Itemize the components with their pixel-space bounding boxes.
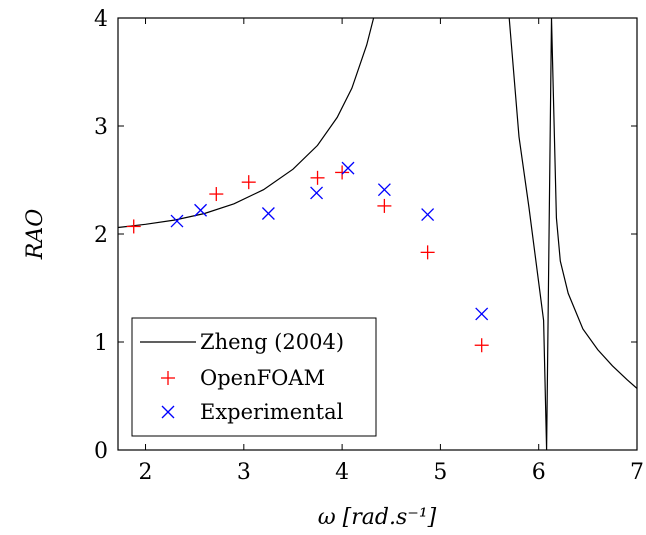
openfoam-point <box>241 175 256 190</box>
y-tick-label: 2 <box>94 223 108 248</box>
y-tick-label: 1 <box>94 331 108 356</box>
experimental-point <box>377 183 391 197</box>
experimental-point <box>261 207 275 220</box>
experimental-point <box>170 214 184 228</box>
legend-plus-marker <box>161 371 175 385</box>
series-layer <box>118 18 637 450</box>
x-axis-label: ω [rad.s⁻¹] <box>318 505 437 530</box>
openfoam-point <box>310 170 325 185</box>
x-tick-label: 5 <box>433 460 447 485</box>
axis-ticks: 2 3 4 5 6 7 0 1 2 3 4 <box>94 7 644 485</box>
x-tick-label: 3 <box>237 460 251 485</box>
legend-entry-label: Experimental <box>200 400 344 424</box>
zheng-curve-segment <box>118 18 375 229</box>
y-tick-label: 0 <box>94 439 108 464</box>
y-tick-label: 3 <box>94 115 108 140</box>
legend-entry-label: Zheng (2004) <box>200 330 344 354</box>
openfoam-point <box>209 187 224 202</box>
x-tick-label: 4 <box>335 460 349 485</box>
x-tick-label: 2 <box>139 460 153 485</box>
legend-cross-marker <box>161 405 175 419</box>
legend: Zheng (2004) OpenFOAM Experimental <box>131 317 377 437</box>
experimental-point <box>194 203 208 217</box>
x-tick-label: 7 <box>630 460 644 485</box>
openfoam-point <box>126 219 141 234</box>
legend-entry-label: OpenFOAM <box>200 366 325 390</box>
zheng-curve-segment <box>508 18 637 450</box>
y-axis-label: RAO <box>23 209 48 261</box>
openfoam-point <box>377 198 392 213</box>
y-tick-label: 4 <box>94 7 108 32</box>
x-tick-label: 6 <box>532 460 546 485</box>
experimental-point <box>421 208 435 222</box>
experimental-point <box>341 161 355 175</box>
openfoam-point <box>420 245 435 260</box>
experimental-point <box>310 186 324 200</box>
experimental-point <box>475 307 489 321</box>
openfoam-point <box>335 165 350 180</box>
openfoam-point <box>474 338 489 353</box>
